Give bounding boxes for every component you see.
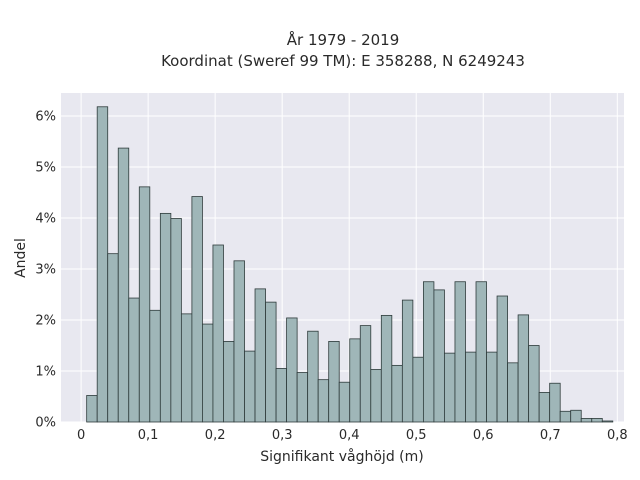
histogram-bar [254, 288, 266, 423]
histogram-bar [180, 313, 193, 423]
histogram-bar [401, 299, 414, 423]
histogram-bar [296, 372, 309, 423]
y-tick-label: 2% [35, 313, 56, 328]
bars [86, 106, 614, 423]
histogram-bar [412, 356, 424, 423]
y-tick-labels: 0% 1% 2% 3% 4% 5% 6% [35, 109, 56, 430]
histogram-bar [286, 317, 298, 423]
histogram-bar [370, 369, 382, 423]
histogram-bar [454, 281, 466, 423]
y-tick-label: 4% [35, 211, 56, 226]
histogram-bar [159, 212, 172, 423]
histogram-bar [570, 409, 582, 423]
histogram-bar [465, 351, 477, 423]
histogram-bar [170, 218, 182, 423]
x-tick-labels: 0 0,1 0,2 0,3 0,4 0,5 0,6 0,7 0,8 [77, 428, 628, 443]
histogram-bar [591, 418, 603, 423]
histogram-bar [349, 338, 361, 423]
y-tick-label: 6% [35, 109, 56, 124]
y-tick-label: 5% [35, 160, 56, 175]
histogram-bar [223, 341, 235, 423]
histogram-bar [507, 362, 519, 423]
histogram-bar [128, 297, 140, 423]
histogram-bar [601, 420, 614, 423]
histogram-bar [338, 381, 351, 423]
x-tick-label: 0,6 [473, 428, 494, 443]
histogram-bar [528, 345, 540, 423]
histogram-bar [391, 364, 403, 423]
histogram-bar [202, 323, 214, 423]
histogram-bar [233, 260, 245, 423]
histogram-bar [275, 368, 288, 423]
histogram-bar [117, 147, 130, 423]
histogram-bar [580, 418, 593, 423]
x-tick-label: 0,1 [138, 428, 159, 443]
histogram-bar [422, 281, 435, 423]
histogram-bar [317, 379, 330, 423]
chart-subtitle: Koordinat (Sweref 99 TM): E 358288, N 62… [161, 52, 525, 70]
histogram-bar [149, 309, 161, 423]
x-tick-label: 0,3 [272, 428, 293, 443]
histogram-bar [212, 244, 224, 423]
histogram-bar [380, 314, 393, 423]
histogram-bar [486, 351, 498, 423]
x-axis-label: Signifikant våghöjd (m) [260, 448, 423, 465]
x-tick-label: 0 [77, 428, 85, 443]
chart-title: År 1979 - 2019 [287, 30, 400, 49]
histogram-bar [538, 392, 551, 423]
histogram-bar [244, 350, 256, 423]
histogram-bar [496, 295, 508, 423]
histogram-bar [517, 314, 530, 423]
histogram-bar [107, 253, 119, 423]
histogram-bar [475, 281, 487, 423]
histogram-bar [307, 330, 319, 423]
histogram-bar [138, 186, 151, 423]
histogram-bar [86, 395, 98, 423]
y-tick-label: 1% [35, 364, 56, 379]
y-axis-label: Andel [13, 238, 29, 278]
x-tick-label: 0,7 [540, 428, 561, 443]
histogram-bar [549, 382, 561, 423]
histogram-bar [359, 325, 372, 423]
x-tick-label: 0,8 [607, 428, 628, 443]
histogram-bar [191, 196, 203, 423]
x-tick-label: 0,2 [205, 428, 226, 443]
histogram-bar [265, 301, 277, 423]
y-tick-label: 0% [35, 416, 56, 431]
histogram-bar [433, 289, 445, 423]
histogram-bar [96, 106, 109, 423]
histogram-bar [444, 352, 456, 423]
histogram-bar [328, 341, 340, 423]
x-tick-label: 0,5 [406, 428, 427, 443]
histogram-bar [559, 410, 572, 423]
x-tick-label: 0,4 [339, 428, 360, 443]
y-tick-label: 3% [35, 262, 56, 277]
